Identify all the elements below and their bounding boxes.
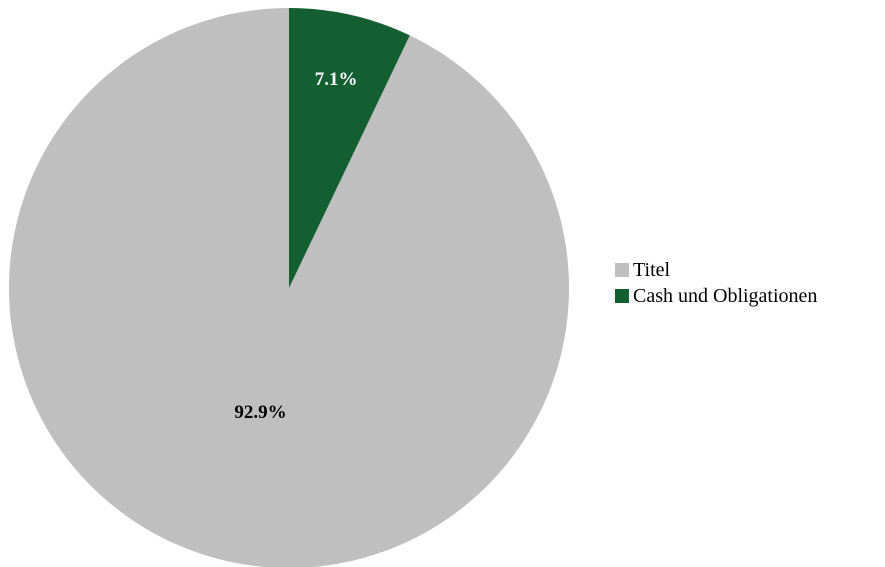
legend-label-cash-und-obligationen: Cash und Obligationen	[633, 284, 818, 307]
pie-data-labels: 92.9% 7.1%	[234, 69, 357, 423]
data-label-titel: 92.9%	[234, 402, 286, 423]
legend-item-cash-und-obligationen: Cash und Obligationen	[615, 284, 817, 308]
pie-slice-titel	[9, 8, 569, 567]
legend-item-titel: Titel	[615, 258, 817, 282]
data-label-cash-und-obligationen: 7.1%	[315, 69, 358, 90]
pie-slice-cash-und-obligationen	[289, 8, 410, 288]
legend-swatch-titel	[615, 263, 629, 277]
legend-label-titel: Titel	[633, 258, 671, 281]
pie-slices	[9, 8, 569, 567]
legend-swatch-cash-und-obligationen	[615, 289, 629, 303]
legend: Titel Cash und Obligationen	[615, 258, 817, 310]
